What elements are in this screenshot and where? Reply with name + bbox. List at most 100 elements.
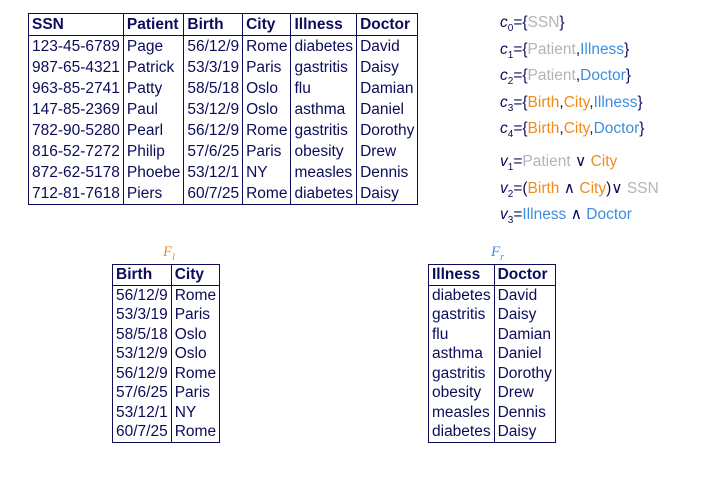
visibility-requirements: v1=Patient ∨ City v2=(Birth ∧ City)∨ SSN v…: [500, 152, 659, 232]
patients-header-cell: City: [242, 13, 291, 36]
fragment-right-body: diabetes David gastritis Daisy flu Damian asth…: [429, 285, 556, 442]
patients-cell: 53/12/1: [183, 162, 243, 183]
fragment-right-cell: Damian: [493, 324, 556, 344]
fragment-right-row: obesity Drew: [429, 383, 556, 403]
fragment-left-cell: Paris: [170, 305, 220, 325]
patients-cell: Daniel: [356, 99, 418, 120]
patients-cell: Daisy: [356, 57, 418, 78]
constraint-term: Doctor: [593, 120, 640, 138]
fragment-left-cell: Rome: [170, 363, 220, 383]
patients-cell: 963-85-2741: [32, 80, 120, 97]
fragment-right-cell: gastritis: [432, 364, 486, 382]
fragment-left-label: Fl: [163, 244, 175, 263]
patients-cell: 56/12/9: [183, 35, 243, 57]
patients-header-cell: Birth: [183, 13, 243, 36]
patients-cell: 872-62-5178: [32, 164, 120, 181]
patients-row: 147-85-2369 Paul 53/12/9 Oslo asthma Daniel: [29, 99, 418, 120]
constraint-symbol: c0: [500, 14, 514, 35]
fragment-left-cell: 57/6/25: [116, 384, 168, 402]
fragment-right-cell: David: [493, 285, 556, 305]
fragment-right-header-cell: Doctor: [493, 264, 556, 286]
fragment-left-cell: 56/12/9: [116, 364, 168, 382]
visibility-symbol: v3: [500, 206, 514, 227]
fragment-right-cell: diabetes: [432, 286, 491, 304]
fragment-left-header-cell: Birth: [112, 264, 172, 286]
patients-cell: Oslo: [242, 99, 291, 120]
constraint-term: Patient: [527, 67, 576, 85]
fragment-left-row: 53/12/1 NY: [113, 402, 220, 422]
visibility-term: Doctor: [586, 206, 632, 224]
visibility-term: City: [579, 179, 607, 197]
patients-cell: Dennis: [356, 162, 418, 183]
constraint-term: ,: [575, 40, 581, 58]
patients-cell: Paris: [242, 141, 291, 162]
patients-cell: diabetes: [290, 183, 357, 205]
confidentiality-constraints: c0={SSN} c1={Patient,Illness} c2={Patient,…: [500, 13, 659, 146]
fragment-right-row: measles Dennis: [429, 402, 556, 422]
constraint-term: ,: [559, 93, 564, 111]
patients-row: 816-52-7272 Philip 57/6/25 Paris obesity Drew: [29, 141, 418, 162]
patients-cell: Rome: [242, 35, 291, 57]
constraint-term: SSN: [527, 14, 560, 31]
patients-cell: 57/6/25: [183, 141, 243, 162]
fragment-left-table: Birth City 56/12/9 Rome 53/3/19 Paris 58/5/18…: [112, 264, 221, 443]
patients-cell: flu: [290, 78, 357, 99]
visibility-term: =(: [513, 179, 528, 197]
visibility-term: ∧: [566, 206, 587, 224]
patients-cell: gastritis: [290, 120, 357, 141]
constraint-4: c4={Birth,City,Doctor}: [500, 119, 659, 146]
fragment-right-row: asthma Daniel: [429, 344, 556, 364]
fragment-right-cell: diabetes: [432, 423, 491, 441]
constraint-2: c2={Patient,Doctor}: [500, 66, 659, 93]
patients-row: 963-85-2741 Patty 58/5/18 Oslo flu Damian: [29, 78, 418, 99]
constraint-term: ={: [513, 67, 528, 85]
patients-cell: NY: [242, 162, 291, 183]
fragment-left-cell: Oslo: [170, 324, 220, 344]
fragment-left-cell: 53/3/19: [116, 306, 168, 324]
patients-header-cell: Illness: [290, 13, 357, 36]
fragment-right-cell: asthma: [432, 345, 483, 363]
visibility-term: ∧: [559, 179, 580, 197]
fragment-left-cell: 58/5/18: [116, 325, 168, 343]
fragment-right-cell: flu: [432, 325, 449, 343]
constraint-term: }: [637, 93, 643, 111]
fragment-right-cell: Drew: [493, 383, 556, 403]
patients-cell: Page: [122, 35, 184, 57]
visibility-term: Birth: [527, 179, 560, 197]
patients-cell: 53/12/9: [183, 99, 243, 120]
visibility-term: SSN: [626, 179, 659, 197]
fragment-left-cell: 56/12/9: [116, 286, 168, 304]
patients-cell: 987-65-4321: [32, 59, 120, 76]
constraint-term: ={: [513, 40, 528, 58]
fragment-right-row: gastritis Daisy: [429, 305, 556, 325]
fragment-left-row: 56/12/9 Rome: [113, 363, 220, 383]
patients-header-cell: SSN: [28, 13, 124, 36]
constraint-term: City: [563, 120, 590, 138]
fragment-left-header-cell: City: [170, 264, 220, 286]
patients-header-cell: Doctor: [356, 13, 418, 36]
patients-cell: Drew: [356, 141, 418, 162]
patients-cell: asthma: [290, 99, 357, 120]
constraint-term: Birth: [527, 93, 560, 111]
visibility-1: v1=Patient ∨ City: [500, 152, 659, 179]
fragment-right-row: gastritis Dorothy: [429, 363, 556, 383]
fragment-left-cell: 53/12/1: [116, 403, 168, 421]
patients-cell: 56/12/9: [183, 120, 243, 141]
patients-cell: Patty: [122, 78, 184, 99]
constraint-symbol: c1: [500, 40, 514, 61]
fragment-left-row: 60/7/25 Rome: [113, 422, 220, 442]
patients-cell: 53/3/19: [183, 57, 243, 78]
patients-cell: Daisy: [356, 183, 418, 205]
fragment-left-cell: 60/7/25: [116, 423, 168, 441]
fragment-right-header-row: Illness Doctor: [428, 264, 556, 286]
visibility-term: City: [590, 152, 618, 170]
constraint-term: Illness: [593, 93, 638, 111]
fragment-left-cell: Oslo: [170, 344, 220, 364]
fragment-left-row: 56/12/9 Rome: [113, 285, 220, 305]
constraint-term: ={: [513, 14, 528, 31]
fragment-left-row: 53/3/19 Paris: [113, 305, 220, 325]
patients-header-row: SSN Patient Birth City Illness Doctor: [28, 13, 418, 36]
visibility-term: )∨: [606, 179, 627, 197]
patients-cell: Paris: [242, 57, 291, 78]
patients-cell: Philip: [122, 141, 184, 162]
